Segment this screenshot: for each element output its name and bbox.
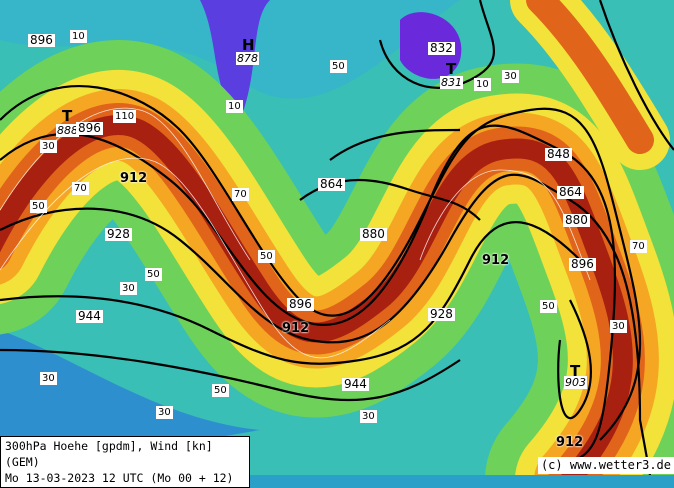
wind-label: 50	[30, 200, 47, 213]
wind-label: 10	[226, 100, 243, 113]
contour-label: 864	[557, 185, 584, 199]
wind-label: 50	[330, 60, 347, 73]
contour-label: 864	[318, 177, 345, 191]
credit-text: (c) www.wetter3.de	[537, 457, 674, 474]
wind-label: 70	[232, 188, 249, 201]
caption-time: Mo 13-03-2023 12 UTC (Mo 00 + 12)	[5, 471, 234, 485]
contour-label: 896	[287, 297, 314, 311]
wind-label: 10	[70, 30, 87, 43]
contour-label: 896	[76, 121, 103, 135]
low-marker: T	[62, 107, 73, 125]
contour-label: 912	[282, 321, 310, 336]
wind-label: 30	[40, 372, 57, 385]
weather-map	[0, 0, 674, 475]
contour-label: 944	[342, 377, 369, 391]
wind-label: 110	[113, 110, 137, 123]
low-marker: T	[570, 362, 581, 380]
contour-label: 912	[120, 171, 148, 186]
wind-label: 70	[72, 182, 89, 195]
contour-label: 880	[563, 213, 590, 227]
wind-label: 50	[258, 250, 275, 263]
map-caption: 300hPa Hoehe [gpdm], Wind [kn] (GEM) Mo …	[0, 436, 250, 488]
contour-label: 848	[545, 147, 572, 161]
wind-label: 30	[610, 320, 627, 333]
high-marker: H	[242, 36, 255, 54]
low-marker: T	[446, 60, 457, 78]
contour-label: 912	[556, 435, 584, 450]
low-value: 888	[56, 124, 79, 137]
wind-label: 30	[156, 406, 173, 419]
contour-label: 928	[428, 307, 455, 321]
wind-label: 30	[120, 282, 137, 295]
contour-label: 880	[360, 227, 387, 241]
contour-label: 912	[482, 253, 510, 268]
contour-label: 896	[569, 257, 596, 271]
wind-label: 70	[630, 240, 647, 253]
wind-label: 50	[540, 300, 557, 313]
wind-label: 50	[212, 384, 229, 397]
contour-label: 832	[428, 41, 455, 55]
contour-label: 928	[105, 227, 132, 241]
wind-label: 50	[145, 268, 162, 281]
wind-label: 30	[360, 410, 377, 423]
high-value: 878	[236, 52, 259, 65]
wind-label: 30	[40, 140, 57, 153]
wind-label: 30	[502, 70, 519, 83]
contour-label: 896	[28, 33, 55, 47]
wind-label: 10	[474, 78, 491, 91]
contour-label: 944	[76, 309, 103, 323]
caption-title: 300hPa Hoehe [gpdm], Wind [kn] (GEM)	[5, 439, 213, 469]
low-value: 903	[564, 376, 587, 389]
low-value: 831	[440, 76, 463, 89]
